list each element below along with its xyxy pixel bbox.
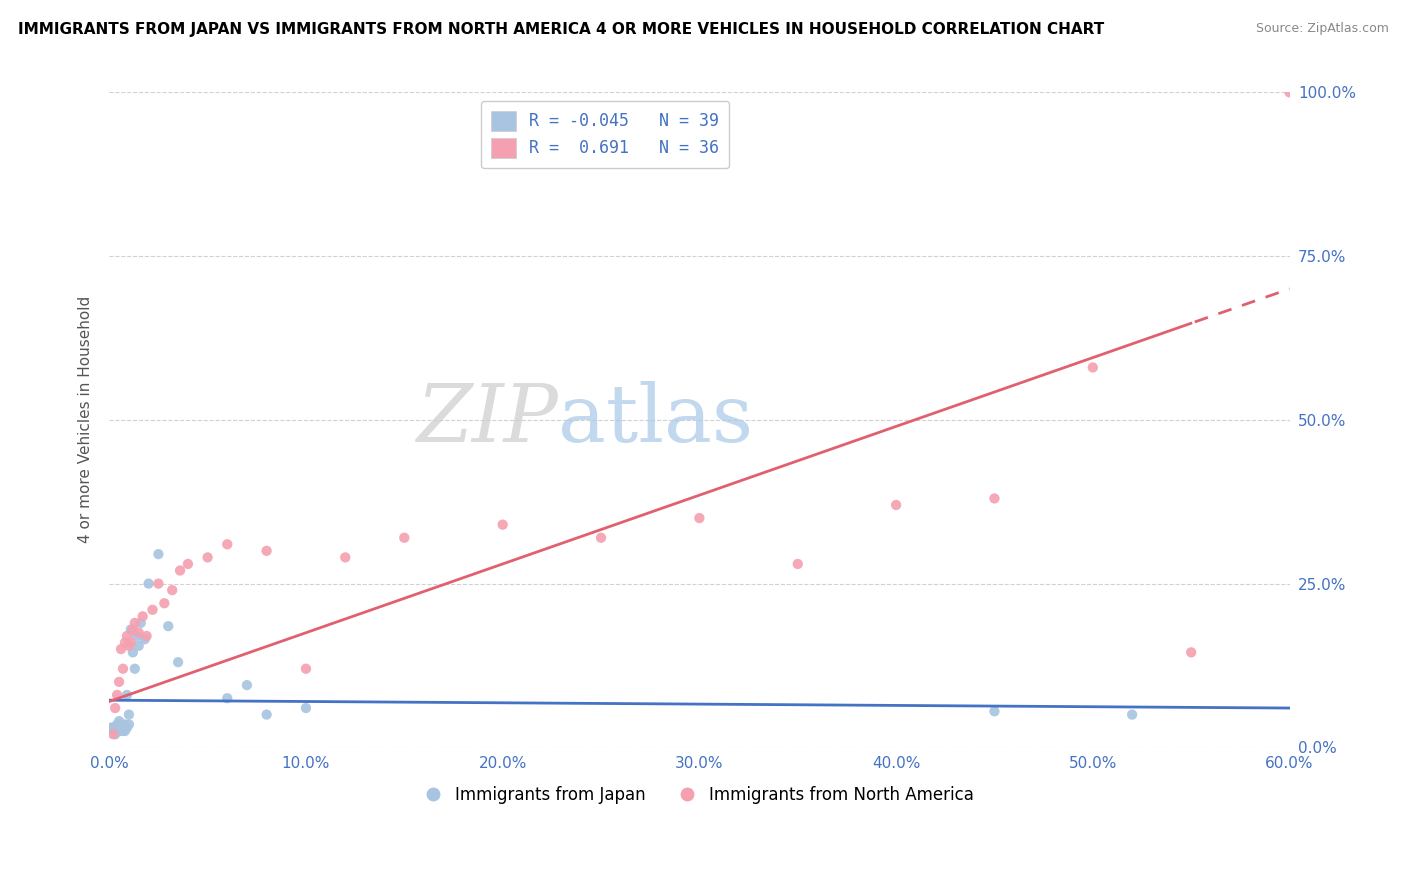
Point	[108, 717, 131, 731]
Point	[121, 623, 143, 637]
Y-axis label: 4 or more Vehicles in Household: 4 or more Vehicles in Household	[79, 296, 93, 543]
Point	[128, 625, 150, 640]
Point	[688, 511, 710, 525]
Point	[105, 688, 128, 702]
Point	[160, 583, 183, 598]
Text: atlas: atlas	[558, 381, 752, 458]
Point	[110, 721, 132, 735]
Text: IMMIGRANTS FROM JAPAN VS IMMIGRANTS FROM NORTH AMERICA 4 OR MORE VEHICLES IN HOU: IMMIGRANTS FROM JAPAN VS IMMIGRANTS FROM…	[18, 22, 1105, 37]
Point	[1081, 360, 1104, 375]
Legend: Immigrants from Japan, Immigrants from North America: Immigrants from Japan, Immigrants from N…	[419, 780, 980, 811]
Point	[108, 721, 131, 735]
Point	[138, 576, 160, 591]
Point	[217, 691, 239, 706]
Point	[118, 717, 141, 731]
Point	[124, 615, 146, 630]
Point	[492, 517, 515, 532]
Point	[295, 662, 318, 676]
Point	[983, 491, 1005, 506]
Point	[105, 721, 128, 735]
Point	[589, 531, 612, 545]
Point	[108, 714, 131, 728]
Point	[105, 717, 128, 731]
Point	[115, 629, 138, 643]
Point	[148, 547, 170, 561]
Point	[115, 721, 138, 735]
Point	[118, 639, 141, 653]
Point	[110, 642, 132, 657]
Point	[124, 662, 146, 676]
Point	[118, 707, 141, 722]
Point	[114, 723, 136, 738]
Point	[256, 544, 278, 558]
Point	[104, 701, 127, 715]
Point	[394, 531, 416, 545]
Point	[101, 721, 124, 735]
Point	[111, 662, 134, 676]
Point	[141, 603, 163, 617]
Point	[167, 655, 190, 669]
Point	[114, 717, 136, 731]
Point	[110, 723, 132, 738]
Point	[135, 629, 157, 643]
Point	[100, 721, 122, 735]
Point	[148, 576, 170, 591]
Point	[108, 674, 131, 689]
Point	[256, 707, 278, 722]
Point	[1180, 645, 1202, 659]
Point	[884, 498, 907, 512]
Point	[169, 564, 191, 578]
Point	[114, 635, 136, 649]
Point	[177, 557, 200, 571]
Point	[197, 550, 219, 565]
Point	[786, 557, 808, 571]
Point	[1278, 86, 1301, 100]
Point	[128, 639, 150, 653]
Point	[217, 537, 239, 551]
Point	[335, 550, 357, 565]
Point	[101, 723, 124, 738]
Point	[111, 723, 134, 738]
Point	[131, 609, 153, 624]
Text: Source: ZipAtlas.com: Source: ZipAtlas.com	[1256, 22, 1389, 36]
Point	[153, 596, 176, 610]
Point	[104, 727, 127, 741]
Point	[105, 723, 128, 738]
Point	[121, 645, 143, 659]
Point	[983, 704, 1005, 718]
Point	[120, 623, 142, 637]
Point	[295, 701, 318, 715]
Point	[120, 635, 142, 649]
Point	[115, 688, 138, 702]
Point	[104, 723, 127, 738]
Point	[134, 632, 156, 647]
Point	[236, 678, 259, 692]
Point	[157, 619, 180, 633]
Point	[1121, 707, 1143, 722]
Point	[129, 615, 152, 630]
Point	[104, 721, 127, 735]
Point	[125, 629, 148, 643]
Point	[111, 721, 134, 735]
Text: ZIP: ZIP	[416, 381, 558, 458]
Point	[101, 727, 124, 741]
